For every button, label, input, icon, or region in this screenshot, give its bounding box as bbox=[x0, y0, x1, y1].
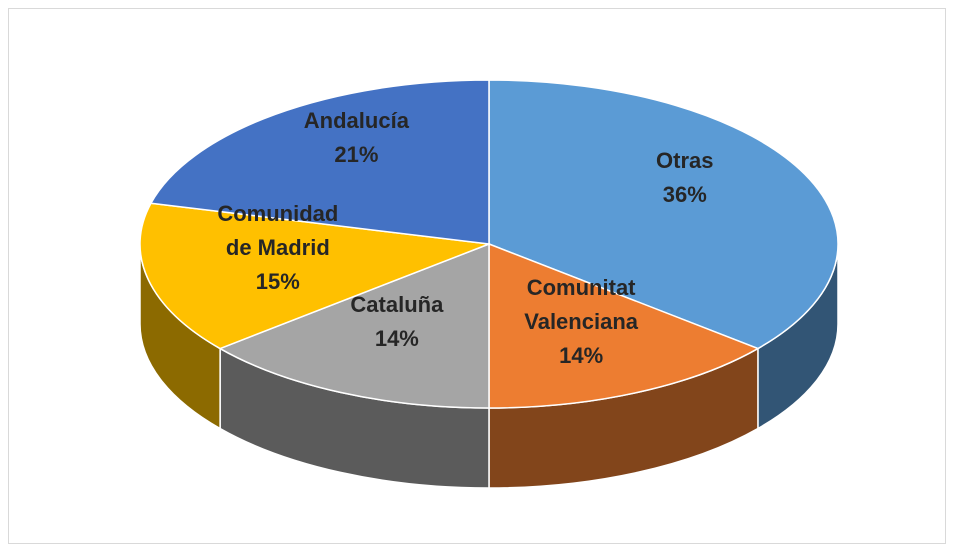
data-label: Comunitat Valenciana 14% bbox=[486, 271, 676, 373]
chart-frame bbox=[8, 8, 946, 544]
slice-value: 21% bbox=[334, 142, 379, 168]
slice bbox=[149, 79, 490, 245]
data-label: Cataluña 14% bbox=[302, 288, 492, 356]
slice bbox=[488, 79, 839, 350]
data-label: Comunidad de Madrid 15% bbox=[183, 197, 373, 299]
slice bbox=[218, 242, 490, 409]
slice-name: Otras bbox=[656, 147, 714, 173]
slice-value: 15% bbox=[255, 268, 300, 294]
slice bbox=[139, 202, 490, 350]
slice-value: 36% bbox=[662, 181, 707, 207]
slice-name: Cataluña bbox=[350, 291, 444, 317]
slice-name: Comunitat Valenciana bbox=[524, 274, 638, 334]
slice bbox=[488, 242, 760, 409]
slice-name: Comunidad de Madrid bbox=[217, 200, 339, 260]
slice-value: 14% bbox=[374, 325, 419, 351]
slice-name: Andalucía bbox=[303, 108, 409, 134]
slice-value: 14% bbox=[559, 342, 604, 368]
data-label: Andalucía 21% bbox=[261, 104, 451, 172]
data-label: Otras 36% bbox=[590, 144, 780, 212]
